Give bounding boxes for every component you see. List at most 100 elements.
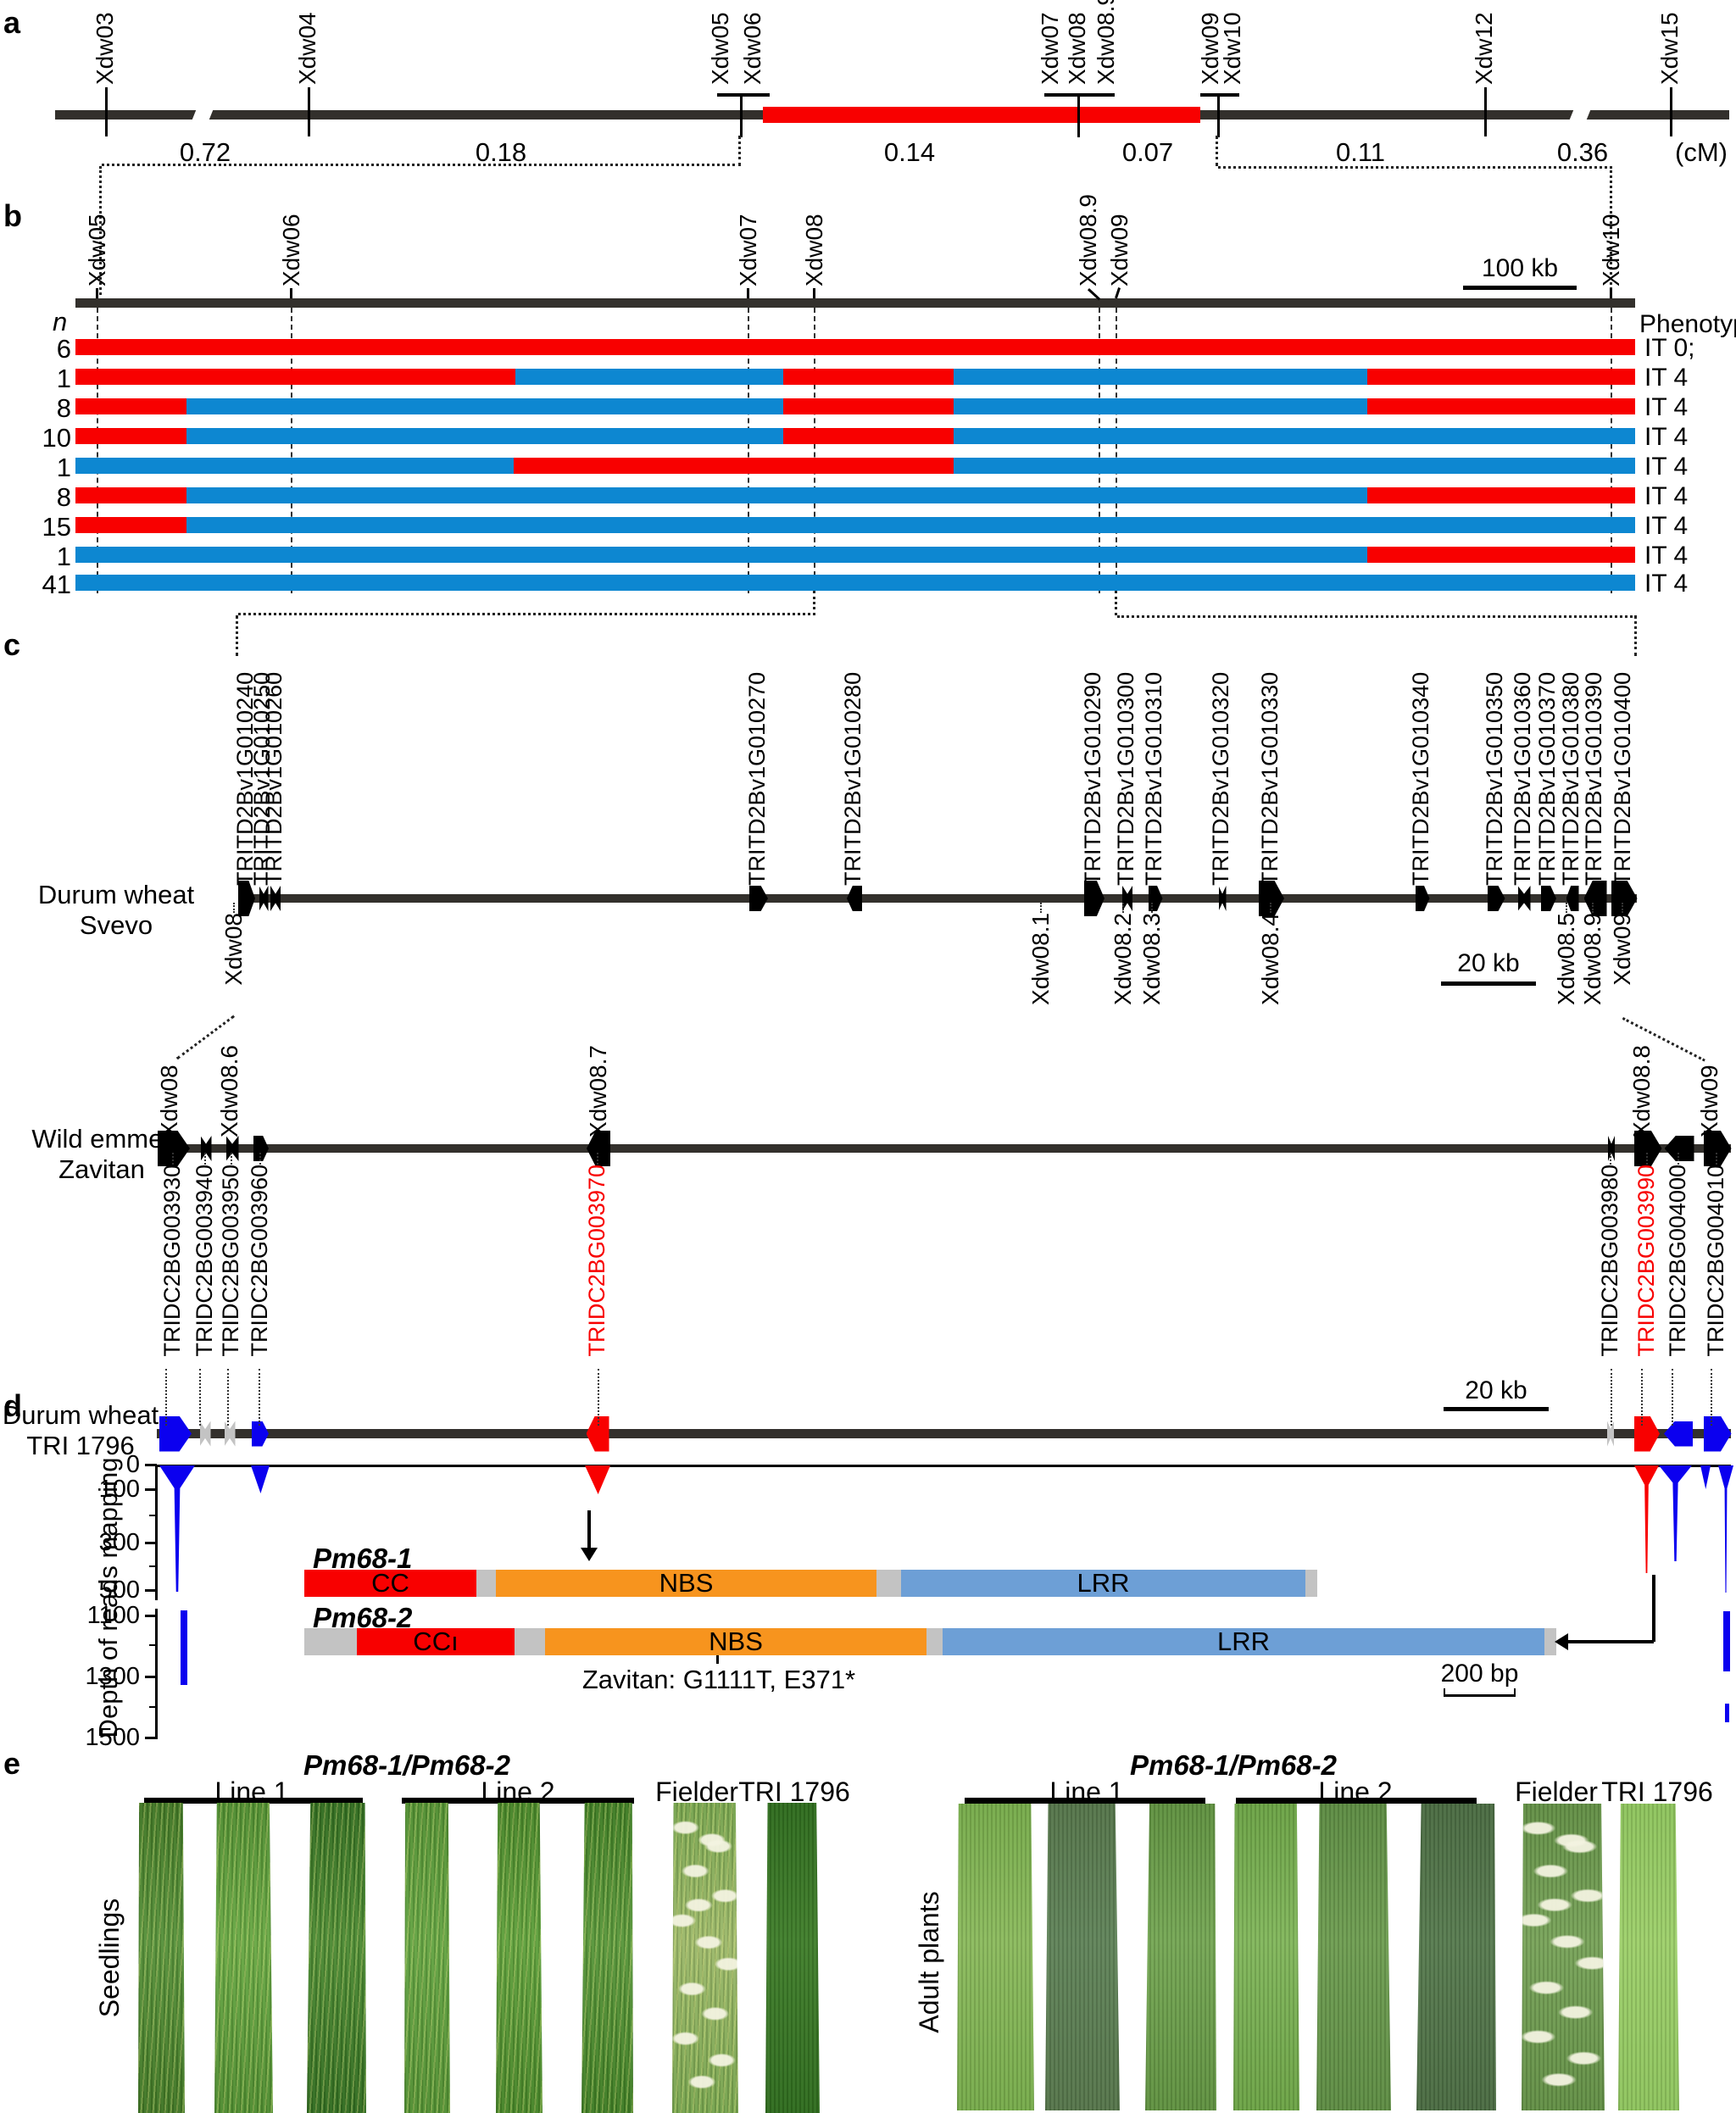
genotype-segment-blue bbox=[186, 428, 784, 444]
pm68-2-domain-LRR bbox=[943, 1628, 1544, 1655]
tri-gene-8 bbox=[1703, 1415, 1732, 1452]
pm68-1-label: Pm68-1 bbox=[313, 1543, 413, 1574]
zavitan-track bbox=[159, 1144, 1731, 1153]
genotype-segment-red bbox=[1366, 547, 1635, 563]
genotype-segment-red bbox=[75, 487, 186, 503]
zavitan-name-line: Wild emmer bbox=[31, 1124, 172, 1154]
distance-label: 0.36 bbox=[1556, 137, 1609, 167]
leaf-photo bbox=[1416, 1804, 1496, 2110]
genotype-segment-red bbox=[783, 428, 954, 444]
unit-label: (cM) bbox=[1675, 137, 1728, 167]
distance-label: 0.72 bbox=[179, 137, 231, 167]
scale-bar-200bp bbox=[1444, 1694, 1516, 1697]
gene-TRITD2Bv1G010310 bbox=[1148, 886, 1163, 911]
distance-label: 0.18 bbox=[475, 137, 527, 167]
marker-label-Xdw05: Xdw05 bbox=[706, 12, 733, 85]
gene-label-TRIDC2BG004000: TRIDC2BG004000 bbox=[1665, 1165, 1691, 1357]
gene-label-TRIDC2BG003930: TRIDC2BG003930 bbox=[159, 1165, 186, 1357]
row-n-label: 15 bbox=[42, 512, 71, 542]
depth-spike-blue bbox=[1700, 1465, 1711, 1489]
gene-label-TRITD2Bv1G010390: TRITD2Bv1G010390 bbox=[1581, 671, 1607, 886]
gene-TRIDC2BG003960 bbox=[253, 1136, 269, 1161]
zavitan-tri-connector bbox=[165, 1369, 167, 1426]
gene-label-dot bbox=[231, 1153, 232, 1165]
row-phenotype: IT 4 bbox=[1644, 453, 1689, 481]
marker-bracket-tick bbox=[1217, 95, 1220, 137]
pm68-1-domain-LRR bbox=[901, 1570, 1305, 1597]
depth-tick bbox=[145, 1464, 157, 1466]
scale-bar-200bp-tick bbox=[1514, 1688, 1516, 1694]
marker-label-Xdw06: Xdw06 bbox=[277, 214, 304, 286]
depth-spike-blue bbox=[1725, 1704, 1729, 1722]
col-underline bbox=[402, 1798, 634, 1804]
zavitan-tri-connector bbox=[259, 1369, 260, 1426]
genotype-segment-red bbox=[783, 369, 954, 385]
marker-tick bbox=[105, 87, 108, 136]
gene-label-dot bbox=[259, 1153, 261, 1165]
scale-bar-200bp-tick bbox=[1444, 1688, 1445, 1694]
tri-gene-2 bbox=[224, 1421, 236, 1447]
depth-minor-tick bbox=[149, 1565, 157, 1567]
distance-label: 0.07 bbox=[1121, 137, 1174, 167]
gene-label-dot bbox=[172, 1153, 174, 1165]
tri-track bbox=[157, 1429, 1731, 1438]
marker-bracket bbox=[1200, 93, 1239, 97]
zoom-connector bbox=[236, 615, 238, 656]
candidate-arrow-head bbox=[581, 1548, 598, 1561]
elbow-line-h bbox=[1568, 1640, 1654, 1643]
zavitan-marker-Xdw08.6: Xdw08.6 bbox=[215, 1045, 242, 1137]
genotype-segment-blue bbox=[953, 369, 1367, 385]
col-label: Fielder bbox=[1515, 1777, 1598, 1807]
tri-gene-5 bbox=[1607, 1421, 1614, 1447]
svevo-marker-Xdw08: Xdw08 bbox=[220, 913, 247, 986]
marker-label-Xdw07: Xdw07 bbox=[734, 214, 761, 286]
gene-TRITD2Bv1G010320 bbox=[1218, 886, 1227, 911]
panel-d-letter: d bbox=[3, 1388, 22, 1423]
depth-tick bbox=[145, 1615, 157, 1617]
row-n-label: 1 bbox=[56, 364, 71, 393]
row-n-label: 1 bbox=[56, 453, 71, 482]
depth-tick bbox=[145, 1542, 157, 1544]
elbow-arrow-head bbox=[1555, 1633, 1568, 1650]
genotype-segment-blue bbox=[515, 369, 784, 385]
genotype-segment-red bbox=[1366, 369, 1635, 385]
pm68-2-domain-NBS bbox=[545, 1628, 926, 1655]
col-label: Fielder bbox=[655, 1777, 738, 1807]
zavitan-tri-connector bbox=[1672, 1369, 1673, 1426]
tri-gene-7 bbox=[1664, 1421, 1693, 1447]
depth-axis bbox=[155, 1465, 158, 1600]
gene-label-dot bbox=[597, 1153, 598, 1165]
genotype-segment-blue bbox=[953, 398, 1367, 414]
gene-label-TRIDC2BG003990: TRIDC2BG003990 bbox=[1633, 1165, 1660, 1357]
gene-label-TRITD2Bv1G010300: TRITD2Bv1G010300 bbox=[1113, 671, 1139, 886]
leaf-photo bbox=[1233, 1804, 1299, 2110]
svevo-marker-dot bbox=[1270, 903, 1271, 913]
scale-label-20kb-svevo: 20 kb bbox=[1457, 949, 1520, 977]
svevo-marker-dot bbox=[1592, 903, 1594, 913]
svevo-marker-Xdw08.2: Xdw08.2 bbox=[1109, 913, 1136, 1005]
depth-spike-blue bbox=[1718, 1465, 1733, 1593]
phenotype-header: Phenotype bbox=[1639, 310, 1736, 338]
zavitan-tri-connector bbox=[199, 1369, 201, 1426]
svevo-marker-dot bbox=[1040, 903, 1042, 913]
pm68-1-domain-CC bbox=[304, 1570, 476, 1597]
leaf-photo bbox=[1145, 1804, 1216, 2110]
marker-label-Xdw08.9: Xdw08.9 bbox=[1074, 194, 1101, 286]
gene-label-TRIDC2BG003940: TRIDC2BG003940 bbox=[192, 1165, 218, 1357]
depth-tick-label: 300 bbox=[98, 1529, 140, 1556]
depth-spike-blue bbox=[251, 1465, 270, 1493]
gene-label-dot bbox=[1716, 1153, 1717, 1165]
marker-tick bbox=[290, 288, 292, 298]
svevo-marker-dot bbox=[1622, 903, 1623, 913]
recombinant-row bbox=[75, 339, 1635, 355]
leaf-photo bbox=[765, 1803, 820, 2113]
map-break bbox=[191, 107, 214, 123]
gene-label-TRITD2Bv1G010310: TRITD2Bv1G010310 bbox=[1141, 671, 1167, 886]
tri-gene-3 bbox=[252, 1421, 269, 1447]
marker-label-Xdw08: Xdw08 bbox=[1063, 12, 1090, 85]
depth-minor-tick bbox=[149, 1515, 157, 1516]
row-n-label: 8 bbox=[56, 482, 71, 512]
row-n-label: 41 bbox=[42, 570, 71, 599]
depth-tick-label: 0 bbox=[125, 1451, 140, 1478]
gene-TRITD2Bv1G010400 bbox=[1611, 881, 1638, 916]
